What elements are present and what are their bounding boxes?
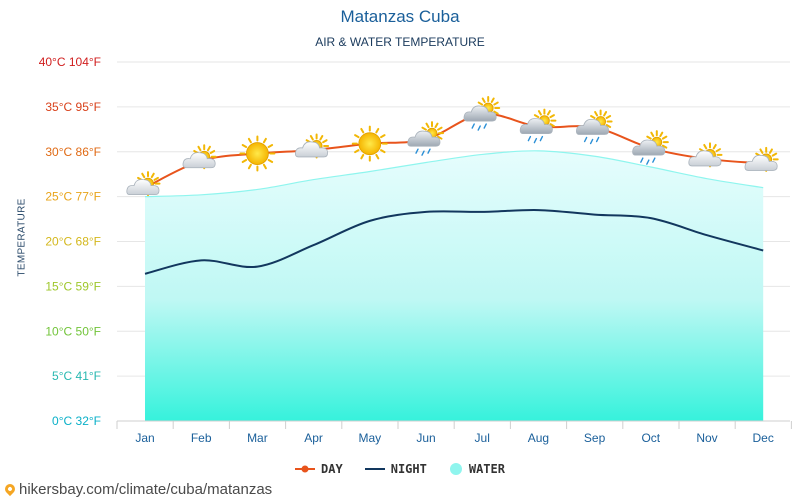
x-tick-label: Mar (247, 431, 268, 445)
source-footer[interactable]: hikersbay.com/climate/cuba/matanzas (2, 481, 273, 498)
y-tick-label: 25°C 77°F (45, 190, 101, 204)
water-swatch-icon (449, 463, 462, 475)
weather-partly-sunny-icon (688, 142, 723, 168)
x-tick-label: Jan (135, 431, 154, 445)
x-tick-label: Jul (475, 431, 490, 445)
legend-label-night: NIGHT (390, 462, 427, 476)
x-tick-label: Aug (528, 431, 549, 445)
x-tick-label: Jun (416, 431, 435, 445)
y-tick-label: 20°C 68°F (45, 235, 101, 249)
y-tick-label: 15°C 59°F (45, 279, 101, 293)
weather-partly-cloudy-rain-icon (407, 121, 444, 156)
y-tick-label: 0°C 32°F (52, 414, 101, 428)
weather-sunny-icon (239, 135, 276, 172)
weather-partly-cloudy-rain-icon (519, 108, 557, 144)
weather-partly-cloudy-rain-icon (632, 130, 669, 165)
y-tick-label: 30°C 86°F (45, 145, 101, 159)
y-tick-label: 40°C 104°F (39, 55, 101, 69)
night-line-swatch-icon (364, 468, 385, 470)
location-pin-icon (2, 481, 18, 496)
weather-sunny-icon (351, 125, 388, 162)
weather-partly-sunny-icon (126, 171, 161, 197)
chart-subtitle: AIR & WATER TEMPERATURE (315, 35, 485, 49)
x-tick-label: Feb (191, 431, 212, 445)
legend: DAY NIGHT WATER (0, 462, 800, 476)
y-tick-label: 5°C 41°F (52, 369, 101, 383)
legend-label-water: WATER (468, 462, 505, 476)
night-line (144, 209, 764, 275)
day-line-swatch-icon (295, 465, 316, 473)
chart-title: Matanzas Cuba (340, 7, 460, 26)
water-line (144, 150, 764, 198)
weather-partly-cloudy-rain-icon (463, 96, 501, 131)
weather-partly-cloudy-rain-icon (576, 109, 613, 145)
weather-partly-sunny-icon (744, 146, 779, 172)
x-tick-label: May (358, 431, 381, 445)
legend-item-night[interactable]: NIGHT (364, 462, 427, 476)
x-tick-label: Sep (584, 431, 606, 445)
legend-label-day: DAY (321, 462, 343, 476)
y-tick-label: 10°C 50°F (45, 324, 101, 338)
source-link[interactable]: hikersbay.com/climate/cuba/matanzas (19, 481, 273, 498)
y-tick-label: 35°C 95°F (45, 100, 101, 114)
weather-partly-sunny-icon (182, 144, 217, 170)
x-tick-label: Apr (304, 431, 323, 445)
legend-item-day[interactable]: DAY (295, 462, 343, 476)
legend-item-water[interactable]: WATER (449, 462, 505, 476)
x-tick-label: Oct (641, 431, 660, 445)
y-axis-title: TEMPERATURE (16, 198, 28, 277)
x-tick-label: Dec (753, 431, 774, 445)
water-area (145, 150, 764, 421)
x-tick-label: Nov (696, 431, 717, 445)
weather-partly-sunny-icon (295, 133, 330, 159)
